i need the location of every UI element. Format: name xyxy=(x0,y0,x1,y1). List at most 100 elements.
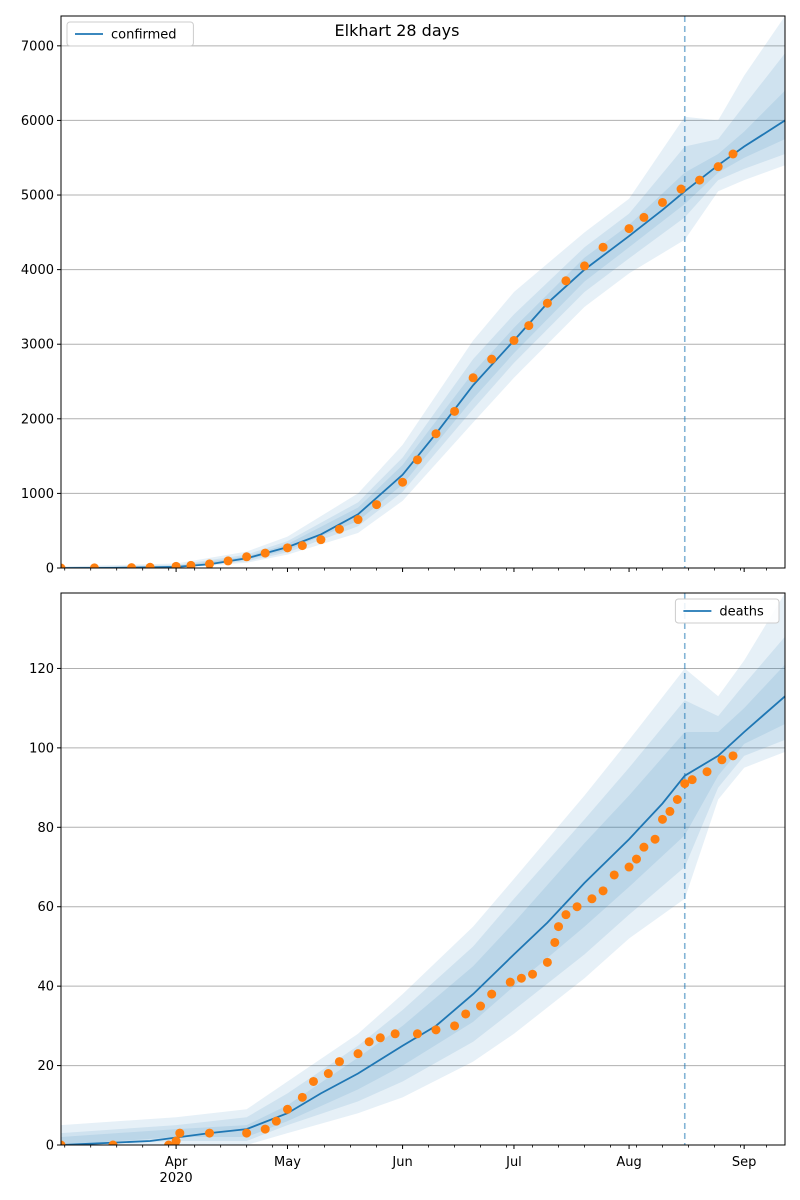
y-tick-label: 0 xyxy=(46,562,54,577)
observed-point xyxy=(205,559,215,568)
observed-point xyxy=(505,977,515,987)
observed-point xyxy=(145,562,155,568)
observed-point xyxy=(450,1021,460,1031)
observed-point xyxy=(528,969,538,979)
plot-content xyxy=(61,593,785,1145)
x-tick-label: Aug xyxy=(616,1155,641,1170)
observed-point xyxy=(728,149,738,159)
observed-point xyxy=(431,429,441,439)
observed-point xyxy=(175,1128,185,1138)
observed-point xyxy=(542,957,552,967)
observed-point xyxy=(609,870,619,880)
observed-point xyxy=(702,767,712,777)
observed-point xyxy=(687,775,697,785)
legend: confirmed xyxy=(66,21,194,47)
observed-point xyxy=(713,162,723,172)
x-tick-label: Sep xyxy=(732,1155,757,1170)
y-tick-label: 60 xyxy=(37,900,54,915)
observed-point xyxy=(639,212,649,222)
plot-area xyxy=(61,16,785,568)
observed-point xyxy=(461,1009,471,1019)
observed-point xyxy=(695,175,705,185)
observed-point xyxy=(398,477,408,487)
observed-point xyxy=(676,184,686,194)
observed-point xyxy=(728,751,738,761)
plot-content xyxy=(61,16,785,568)
uncertainty-band xyxy=(61,636,785,1145)
y-tick-label: 1000 xyxy=(21,487,54,502)
observed-point xyxy=(297,541,307,551)
observed-point xyxy=(171,1136,181,1145)
y-tick-label: 2000 xyxy=(21,412,54,427)
observed-point xyxy=(372,500,382,510)
y-tick-label: 100 xyxy=(29,741,54,756)
observed-point xyxy=(487,354,497,364)
observed-point xyxy=(412,1029,422,1039)
plot-area xyxy=(61,593,785,1145)
observed-point xyxy=(127,563,137,568)
observed-point xyxy=(665,806,675,816)
observed-point xyxy=(297,1092,307,1102)
legend-label: confirmed xyxy=(111,28,177,43)
legend-box xyxy=(66,21,194,47)
y-tick-label: 3000 xyxy=(21,338,54,353)
observed-point xyxy=(353,515,363,525)
observed-point xyxy=(260,1124,270,1134)
observed-point xyxy=(431,1025,441,1035)
observed-point xyxy=(657,197,667,207)
observed-point xyxy=(223,556,233,566)
y-tick-label: 80 xyxy=(37,821,54,836)
observed-point xyxy=(516,973,526,983)
observed-point xyxy=(561,276,571,286)
observed-point xyxy=(450,406,460,416)
y-tick-label: 120 xyxy=(29,662,54,677)
x-tick-label: Apr xyxy=(165,1155,188,1170)
uncertainty-band xyxy=(61,664,785,1145)
axes-frame xyxy=(60,15,786,569)
y-tick-label: 6000 xyxy=(21,114,54,129)
observed-point xyxy=(164,1140,174,1145)
observed-point xyxy=(624,862,634,872)
observed-point xyxy=(323,1069,333,1079)
observed-point xyxy=(468,373,478,383)
legend-box xyxy=(674,598,780,624)
observed-point xyxy=(242,552,252,562)
observed-point xyxy=(282,1104,292,1114)
y-tick-label: 4000 xyxy=(21,263,54,278)
y-tick-label: 20 xyxy=(37,1059,54,1074)
observed-point xyxy=(271,1116,281,1126)
x-tick-label: Jul xyxy=(505,1155,522,1170)
observed-point xyxy=(598,886,608,896)
observed-point xyxy=(550,937,560,947)
deaths-panel: 0 20 40 60 80 100 120 Apr May Jun Jul Aug Sep 2020 dea… xyxy=(29,592,786,1186)
observed-point xyxy=(412,455,422,465)
observed-point xyxy=(587,894,597,904)
observed-point xyxy=(572,902,582,912)
observed-point xyxy=(242,1128,252,1138)
observed-point xyxy=(487,989,497,999)
uncertainty-band xyxy=(61,16,785,568)
observed-point xyxy=(598,242,608,252)
observed-point xyxy=(205,1128,215,1138)
observed-point xyxy=(61,563,66,568)
observed-point xyxy=(334,1057,344,1067)
x-year-label: 2020 xyxy=(160,1171,193,1186)
observed-point xyxy=(580,261,590,271)
observed-point xyxy=(561,910,571,920)
observed-point xyxy=(260,548,270,558)
observed-point xyxy=(639,842,649,852)
x-tick-label: Jun xyxy=(391,1155,412,1170)
observed-point xyxy=(89,563,99,568)
observed-point xyxy=(542,298,552,308)
y-tick-label: 7000 xyxy=(21,39,54,54)
observed-point xyxy=(61,1140,66,1145)
y-tick-label: 5000 xyxy=(21,189,54,204)
x-tick-label: May xyxy=(274,1155,301,1170)
observed-point xyxy=(650,834,660,844)
legend: deaths xyxy=(674,598,780,624)
observed-point xyxy=(657,814,667,824)
observed-point xyxy=(353,1049,363,1059)
legend-label: deaths xyxy=(719,605,764,620)
observed-point xyxy=(108,1140,118,1145)
